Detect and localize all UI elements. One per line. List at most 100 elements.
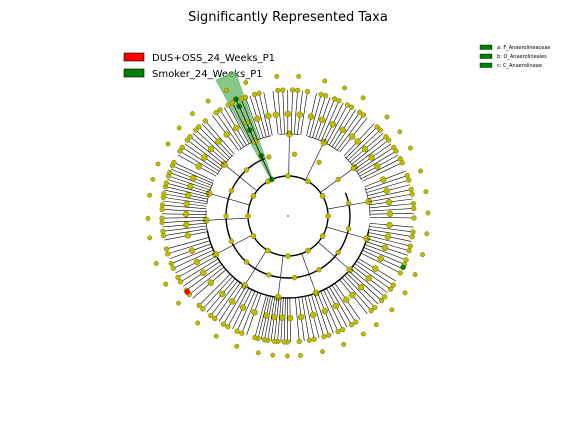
node-leaf [271, 338, 277, 344]
leaf-edge [236, 290, 256, 332]
leaf-edge [368, 193, 413, 203]
node-leaf [387, 286, 394, 292]
leaf-edge [323, 289, 343, 330]
node-leaf-outer [176, 125, 182, 131]
node-leaf [242, 94, 249, 100]
leaf-edge [162, 217, 207, 219]
branch-edge [288, 134, 290, 177]
leaf-edge [232, 102, 253, 143]
leaf-edge [311, 294, 325, 337]
node-leaf-outer [296, 74, 302, 79]
node-leaf [391, 144, 397, 150]
branch-edge [301, 253, 317, 294]
node-leaf-outer [165, 141, 171, 147]
leaf-edge [182, 147, 220, 172]
node-leaf-outer [397, 129, 403, 135]
node-leaf [411, 205, 417, 212]
leaf-edge [189, 136, 225, 165]
legend-swatch-smoker [123, 68, 145, 78]
node-leaf-outer [389, 307, 395, 313]
node-leaf-outer [424, 231, 430, 237]
node-leaf [220, 321, 227, 327]
node-leaf [344, 102, 351, 108]
node-leaf [215, 138, 222, 145]
node-class [286, 130, 293, 138]
node-class [205, 189, 213, 197]
cladogram [145, 70, 431, 359]
node-leaf [306, 337, 312, 343]
node-order [316, 159, 322, 165]
clade-key-item-a: a: F_Anaerolineaceae [479, 44, 551, 51]
leaf-edge [304, 296, 315, 340]
clade-key-swatch-a [479, 44, 493, 50]
node-leaf-outer [147, 192, 152, 198]
node-leaf-outer [190, 111, 195, 117]
node-leaf [239, 304, 247, 311]
node-leaf [297, 313, 305, 321]
leaf-edge [353, 139, 389, 167]
node-leaf [326, 332, 332, 338]
node-leaf [311, 336, 317, 342]
leaf-edge [356, 260, 394, 286]
leaf-edge [369, 203, 414, 209]
node-leaf-outer [243, 80, 249, 85]
leaf-edge [362, 162, 403, 182]
node-leaf [225, 324, 231, 330]
node-leaf [378, 297, 385, 304]
leaf-edge [166, 182, 209, 195]
node-leaf-outer [213, 333, 219, 339]
node-leaf [159, 202, 166, 208]
node-leaf [374, 124, 380, 130]
leaf-edge [348, 270, 382, 301]
node-leaf [403, 257, 409, 263]
node-leaf [385, 198, 393, 206]
leaf-edge [344, 275, 375, 308]
node-phylum [305, 178, 311, 185]
node-leaf-outer [155, 161, 161, 167]
leaf-edge [312, 95, 326, 138]
leaf-edge [329, 286, 352, 325]
leaf-edge [202, 276, 233, 310]
node-order [316, 267, 322, 273]
node-leaf [340, 326, 346, 333]
node-leaf [390, 282, 396, 288]
node-leaf [321, 334, 327, 340]
leaf-edge [331, 284, 357, 323]
node-leaf [410, 201, 416, 207]
node-leaf [223, 131, 230, 138]
node-leaf [200, 269, 207, 276]
node-leaf [272, 111, 279, 118]
leaf-edge [179, 150, 218, 175]
node-leaf [219, 290, 226, 298]
leaf-edge [295, 297, 300, 342]
node-leaf [252, 334, 258, 341]
node-leaf [165, 251, 171, 257]
node-leaf [229, 100, 236, 106]
node-class [274, 293, 282, 301]
node-leaf [393, 148, 399, 154]
node-leaf [275, 87, 281, 94]
node-leaf-outer [360, 331, 366, 337]
node-leaf-outer [408, 145, 413, 151]
leaf-edge [241, 292, 259, 334]
branch-edge [305, 142, 325, 181]
leaf-edge [163, 197, 207, 205]
node-order [228, 238, 234, 244]
leaf-edge [177, 255, 217, 278]
leaf-edge [163, 228, 208, 237]
node-leaf-outer [402, 290, 408, 296]
node-leaf-outer [234, 343, 240, 349]
node-leaf [295, 87, 301, 93]
node-leaf [309, 311, 317, 319]
node-leaf [187, 134, 193, 140]
node-leaf-outer [205, 98, 211, 104]
node-phylum [325, 213, 331, 219]
leaf-edge [258, 93, 270, 137]
leaf-edge [169, 172, 212, 189]
node-leaf [251, 309, 258, 316]
leaf-edge [245, 97, 261, 139]
leaf-edge [215, 112, 242, 149]
leaf-edge [162, 219, 207, 223]
node-leaf [238, 96, 244, 102]
leaf-edge [168, 175, 211, 191]
